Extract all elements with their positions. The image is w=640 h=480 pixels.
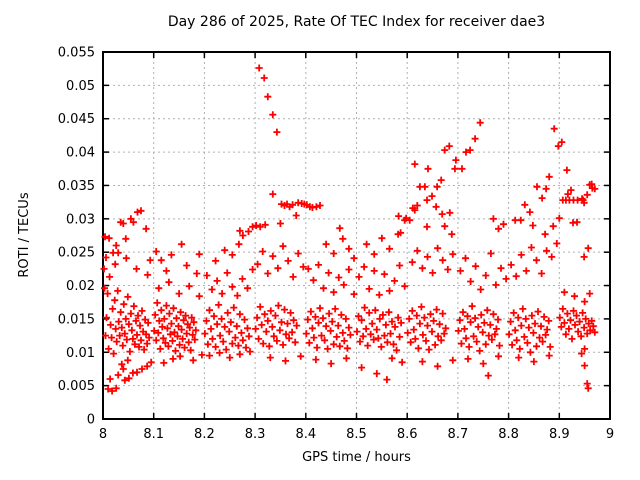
x-tick-label: 9: [606, 427, 614, 442]
x-tick-label: 8.4: [295, 427, 316, 442]
y-tick-label: 0.01: [66, 346, 95, 361]
y-tick-label: 0.045: [58, 112, 95, 127]
chart-title: Day 286 of 2025, Rate Of TEC Index for r…: [167, 14, 546, 30]
x-axis-label: GPS time / hours: [302, 450, 411, 465]
x-tick-label: 8.7: [448, 427, 469, 442]
x-tick-label: 8.6: [397, 427, 418, 442]
y-tick-label: 0.035: [58, 179, 95, 194]
x-tick-label: 8.2: [194, 427, 215, 442]
y-tick-label: 0.02: [66, 279, 95, 294]
x-tick-label: 8.3: [245, 427, 266, 442]
x-tick-label: 8.9: [549, 427, 570, 442]
y-tick-label: 0.05: [66, 79, 95, 94]
y-tick-label: 0.055: [58, 46, 95, 61]
y-tick-label: 0.015: [58, 312, 95, 327]
data-points: [100, 64, 599, 395]
x-tick-label: 8: [99, 427, 107, 442]
x-tick-label: 8.5: [346, 427, 367, 442]
y-tick-label: 0.04: [66, 146, 95, 161]
y-tick-label: 0.005: [58, 379, 95, 394]
y-tick-label: 0.03: [66, 212, 95, 227]
x-tick-label: 8.1: [143, 427, 164, 442]
x-tick-label: 8.8: [498, 427, 519, 442]
y-tick-label: 0: [87, 413, 95, 428]
y-tick-label: 0.025: [58, 246, 95, 261]
